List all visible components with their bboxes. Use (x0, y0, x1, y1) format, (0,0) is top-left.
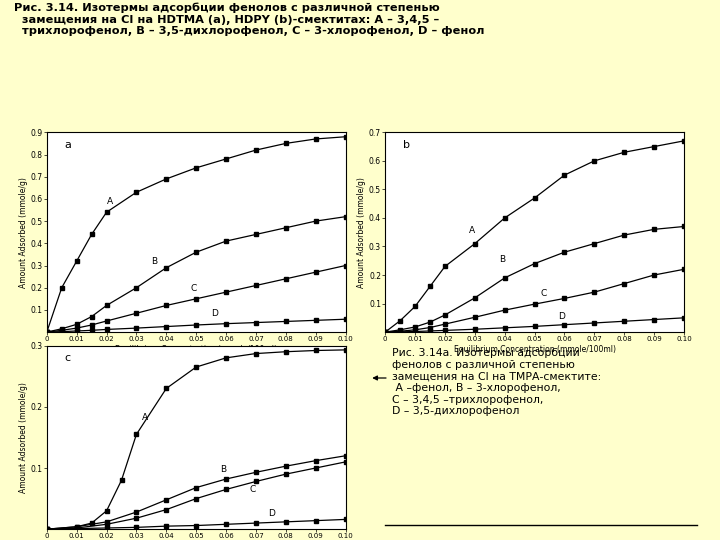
Text: Рис. 3.14а. Изотермы адсорбции
фенолов с различной степенью
замещения на Cl на Т: Рис. 3.14а. Изотермы адсорбции фенолов с… (392, 348, 602, 416)
Text: A: A (143, 413, 148, 422)
Text: Рис. 3.14. Изотермы адсорбции фенолов с различной степенью
  замещения на Cl на : Рис. 3.14. Изотермы адсорбции фенолов с … (14, 3, 485, 36)
Text: A: A (107, 197, 113, 206)
Text: b: b (403, 140, 410, 150)
Text: c: c (65, 353, 71, 363)
X-axis label: Equilibrium Concentration (mmole/100ml): Equilibrium Concentration (mmole/100ml) (115, 345, 277, 354)
X-axis label: Equilibrium Concentration (mmole/100ml): Equilibrium Concentration (mmole/100ml) (454, 345, 616, 354)
Y-axis label: Amount Adsorbed (mmole/g): Amount Adsorbed (mmole/g) (19, 177, 28, 288)
Y-axis label: Amount Adsorbed (mmole/g): Amount Adsorbed (mmole/g) (357, 177, 366, 288)
Text: D: D (559, 312, 565, 321)
Y-axis label: Amount Adsorbed (mmole/g): Amount Adsorbed (mmole/g) (19, 382, 28, 493)
Text: B: B (220, 465, 226, 474)
Text: C: C (190, 284, 197, 293)
Text: C: C (250, 485, 256, 494)
Text: A: A (469, 226, 475, 235)
Text: D: D (268, 509, 275, 518)
Text: B: B (499, 254, 505, 264)
Text: a: a (65, 140, 71, 150)
Text: B: B (151, 256, 158, 266)
Text: C: C (541, 289, 546, 299)
Text: D: D (211, 309, 218, 319)
